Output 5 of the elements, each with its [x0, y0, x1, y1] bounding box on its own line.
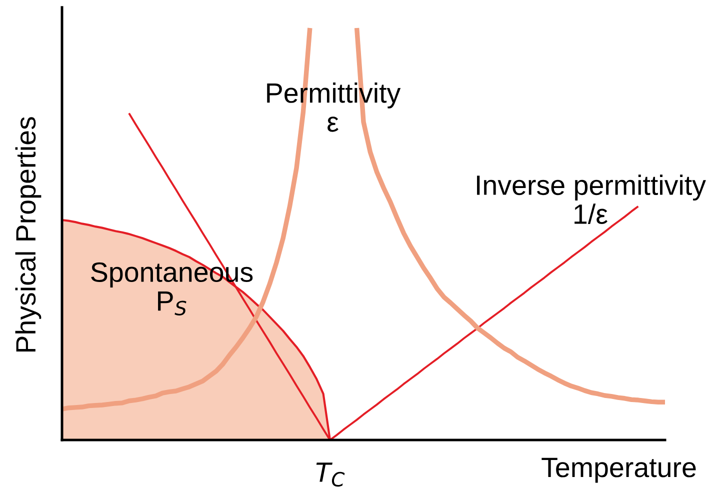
x-axis-title: Temperature — [542, 458, 696, 483]
text: T$_{C}$ — [316, 462, 345, 487]
y-axis-title: Physical Properties — [15, 117, 42, 352]
series-label: Inverse permittivity 1/ε — [477, 174, 706, 224]
series-label: Permittivity ε — [267, 82, 401, 132]
